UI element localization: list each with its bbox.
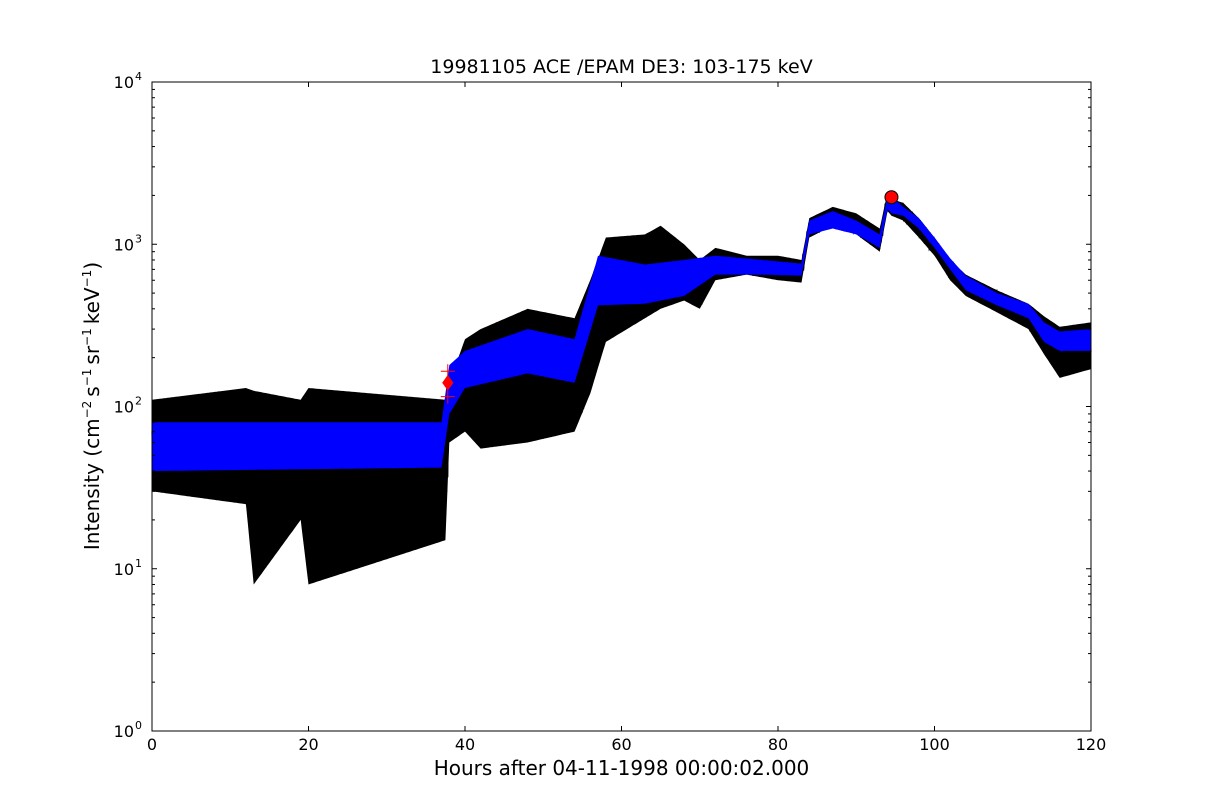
marker-peak — [884, 190, 899, 205]
y-tick-label-exponent: 1 — [135, 557, 142, 570]
series-band-smoothed — [152, 195, 1091, 472]
marker-onset-cross-upper — [440, 364, 455, 379]
y-tick-label-exponent: 4 — [135, 70, 142, 83]
y-tick-label: 10 — [114, 73, 134, 92]
x-tick-label: 120 — [1076, 735, 1107, 754]
y-tick-label: 10 — [114, 722, 134, 741]
x-tick-label: 20 — [298, 735, 318, 754]
y-axis-label: Intensity (cm−2 s−1 sr−1 keV−1) — [80, 261, 104, 551]
series-trace-smoothed — [151, 199, 1092, 471]
y-tick-label: 10 — [114, 235, 134, 254]
data-layer — [151, 192, 1092, 585]
series-trace-raw — [151, 194, 1092, 581]
x-axis-label: Hours after 04-11-1998 00:00:02.000 — [433, 756, 810, 780]
chart-title: 19981105 ACE /EPAM DE3: 103-175 keV — [430, 56, 813, 78]
y-tick-label: 10 — [114, 560, 134, 579]
y-tick-label-exponent: 2 — [135, 395, 142, 408]
y-tick-label-exponent: 0 — [135, 719, 142, 732]
x-tick-label: 0 — [147, 735, 157, 754]
x-tick-label: 60 — [611, 735, 631, 754]
marker-onset-cross-lower — [440, 389, 455, 404]
x-tick-label: 100 — [919, 735, 950, 754]
x-tick-label: 80 — [768, 735, 788, 754]
y-tick-label: 10 — [114, 398, 134, 417]
x-tick-label: 40 — [455, 735, 475, 754]
series-raw — [151, 192, 1092, 585]
marker-layer — [440, 190, 899, 404]
y-tick-label-exponent: 3 — [135, 232, 142, 245]
series-smoothed — [151, 195, 1092, 472]
